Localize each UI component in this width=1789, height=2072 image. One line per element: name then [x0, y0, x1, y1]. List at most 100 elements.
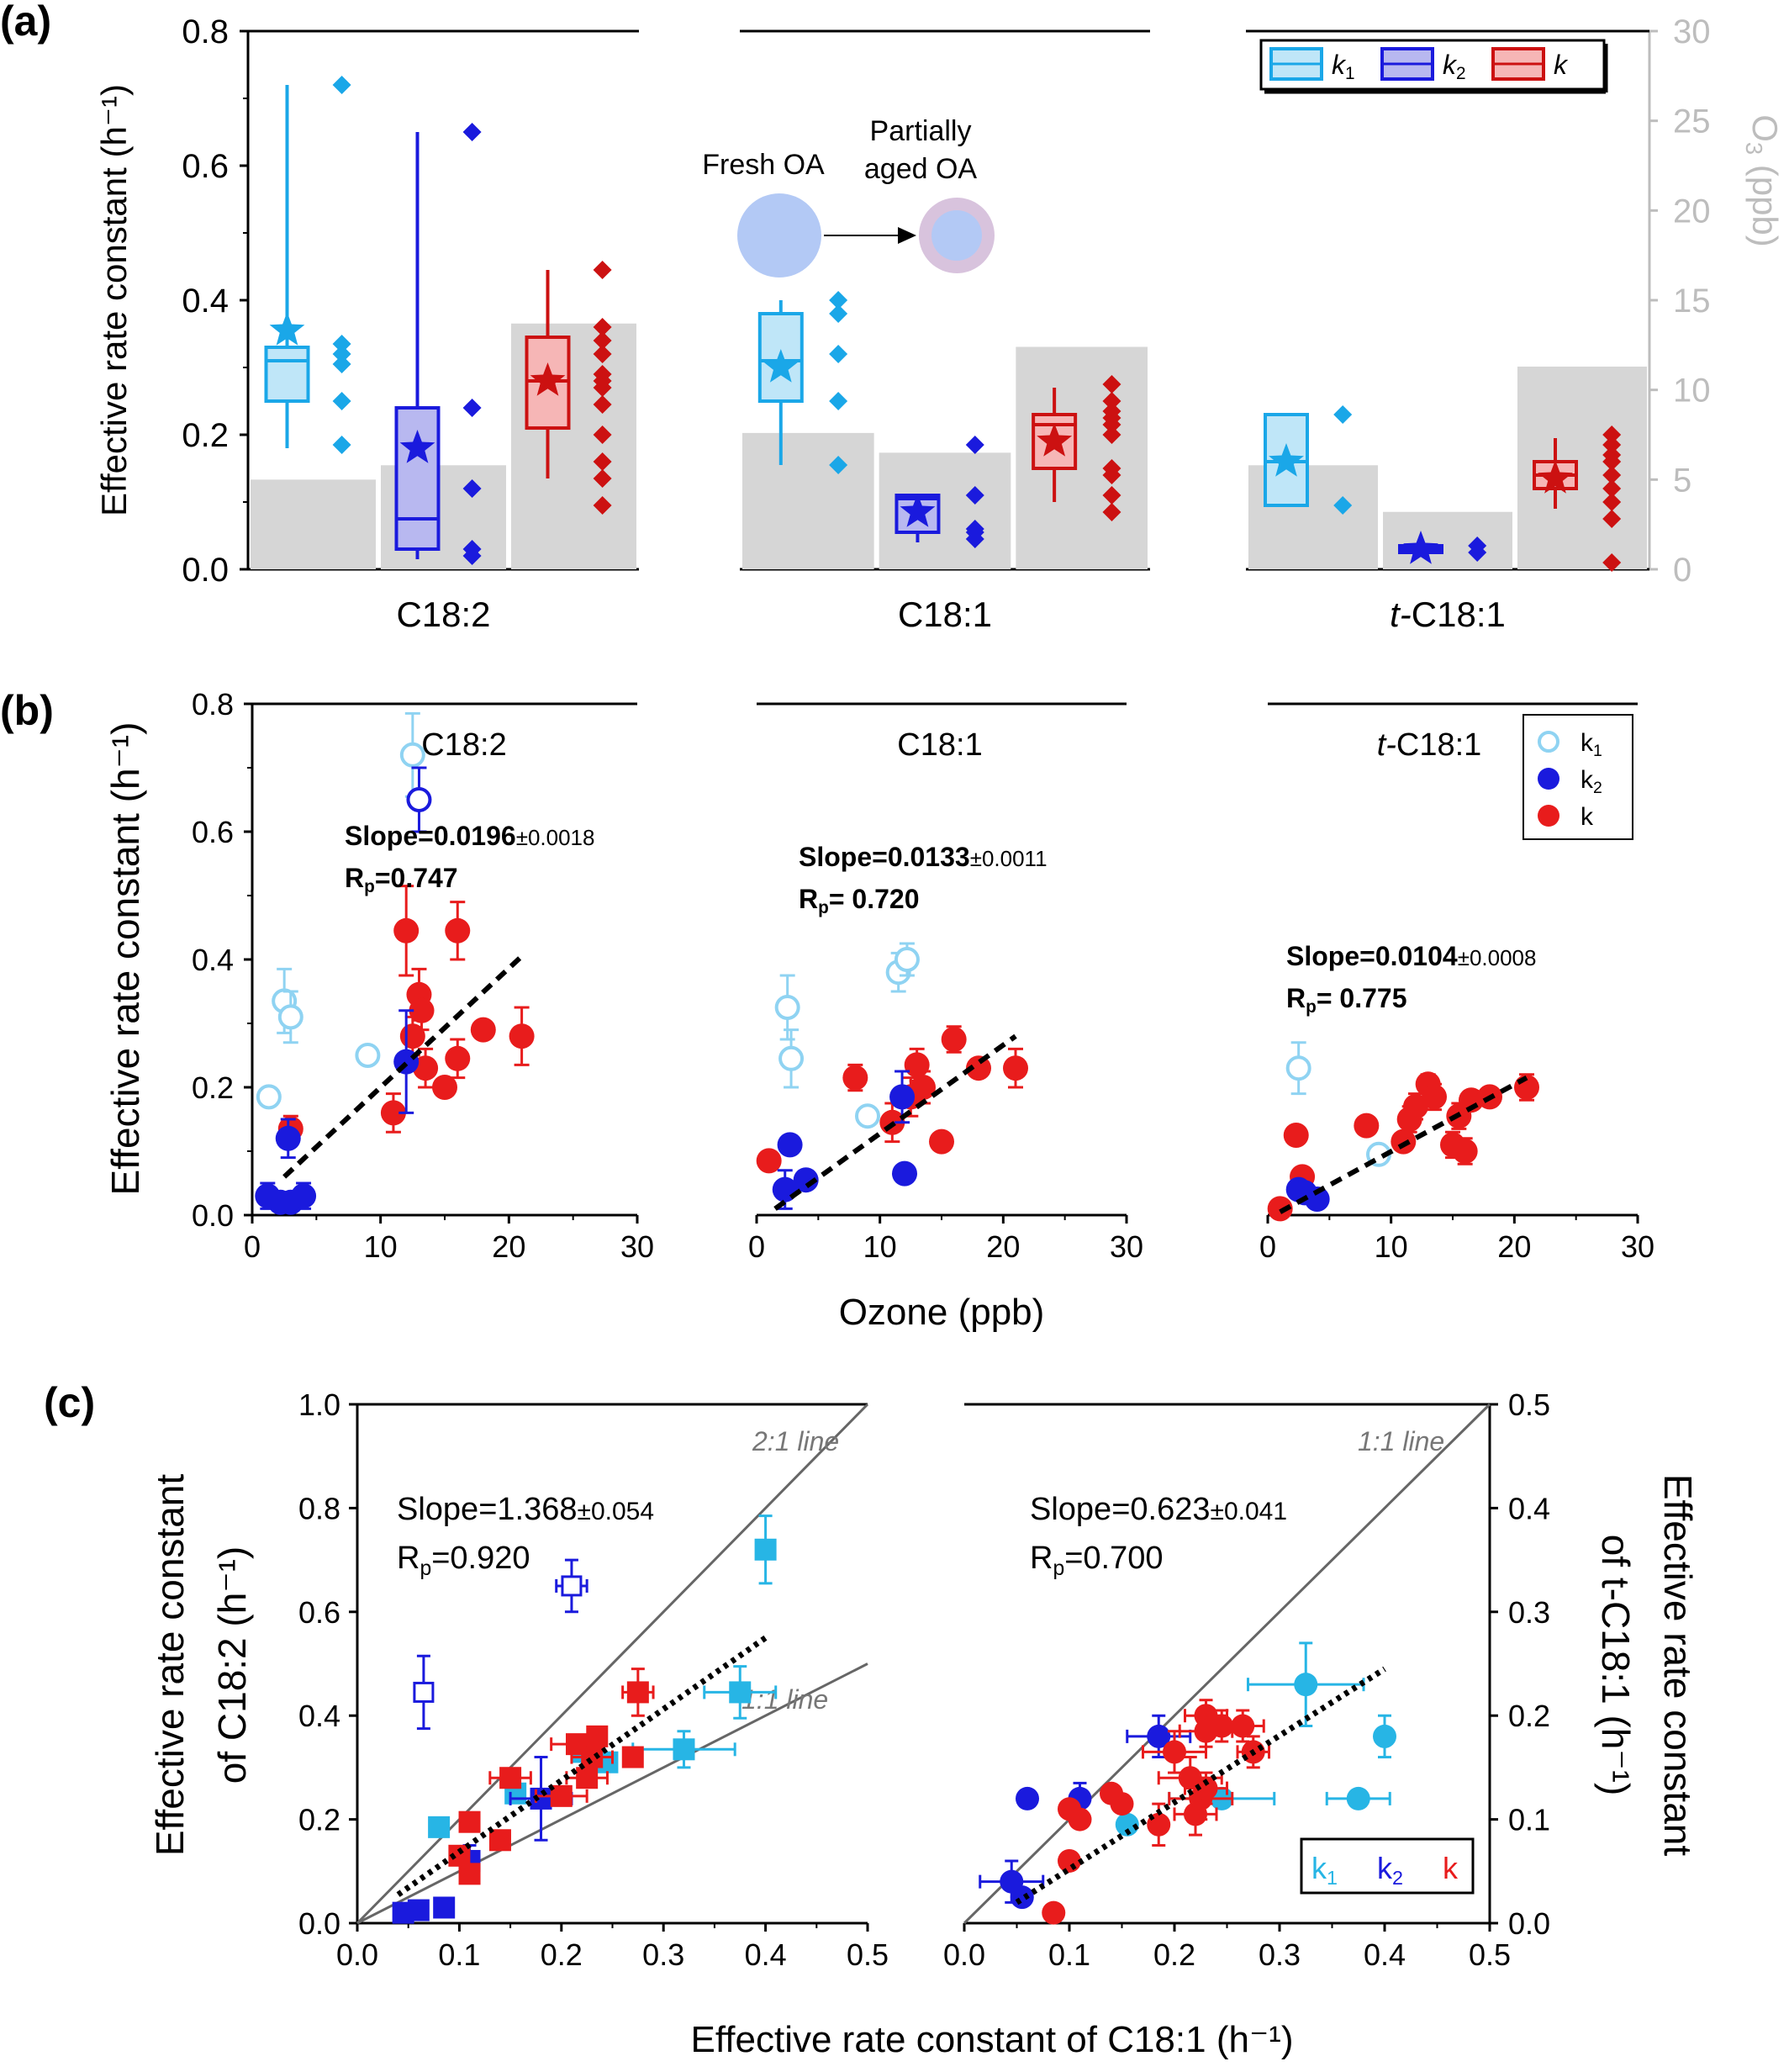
data-point-diamond	[332, 345, 351, 363]
x-tick-label: 0	[244, 1229, 261, 1264]
text-part: p	[420, 1557, 431, 1580]
text-part: Slope=	[345, 821, 434, 851]
arrow-head	[898, 227, 916, 244]
y-axis-title-line1: Effective rate constant	[148, 1474, 192, 1857]
point-k1	[256, 1084, 282, 1110]
point-k	[904, 1052, 930, 1078]
y-tick-label: 0.2	[192, 1070, 234, 1105]
data-point-diamond	[332, 355, 351, 373]
point-k	[910, 1075, 936, 1100]
x-tick-label: 0.3	[642, 1937, 684, 1972]
x-tick-label: 0.1	[1048, 1937, 1090, 1972]
text-part: 0.0196	[434, 821, 516, 851]
point-k	[1163, 1740, 1186, 1764]
point-k	[756, 1148, 782, 1174]
point-k2	[561, 1575, 583, 1597]
point-k	[1267, 1196, 1293, 1222]
text-part: C18:1	[1412, 595, 1506, 634]
x-tick-label: 0.2	[541, 1937, 583, 1972]
slope-annotation: Slope=1.368±0.054	[397, 1492, 654, 1527]
point-k1	[1346, 1786, 1370, 1810]
text-part: ±0.041	[1210, 1498, 1287, 1525]
inset-aged-label-2: aged OA	[864, 153, 978, 185]
data-point-diamond	[593, 378, 612, 397]
point-k	[1354, 1113, 1380, 1139]
y-tick-label: 0.3	[1508, 1595, 1550, 1630]
ozone-bar	[742, 432, 874, 569]
x-tick-label: 10	[364, 1229, 398, 1264]
text-part: t-	[1390, 595, 1412, 634]
y-tick-label: 0.2	[182, 417, 229, 454]
y2-tick-label: 30	[1673, 13, 1711, 50]
point-k1	[277, 1004, 303, 1030]
x-tick-label: 0.4	[745, 1937, 787, 1972]
subpanel-title: C18:2	[421, 727, 506, 763]
slope-annotation: Slope=0.623±0.041	[1030, 1492, 1287, 1527]
y-tick-label: 0.0	[192, 1198, 234, 1233]
y-tick-label: 0.0	[182, 552, 229, 589]
y-tick-label: 0.4	[298, 1699, 340, 1733]
group-label: t-C18:1	[1390, 595, 1506, 634]
point-k2	[275, 1125, 301, 1151]
point-k1	[754, 1538, 777, 1561]
text-part: k	[1443, 50, 1458, 80]
panel-c: 0.0 0.1 0.2 0.3 0.4 0.50.00.20.40.60.81.02:1 …	[148, 1388, 1700, 2060]
subpanel-c-1: 0.0 0.1 0.2 0.3 0.4 0.50.00.10.20.30.40.51:1 …	[943, 1388, 1700, 1972]
point-k2	[291, 1183, 317, 1209]
text-part: = 0.775	[1317, 983, 1407, 1013]
point-k	[1184, 1802, 1207, 1826]
fit-line	[282, 954, 524, 1179]
point-k	[380, 1100, 406, 1126]
point-k	[941, 1027, 967, 1052]
data-point-diamond	[1102, 486, 1121, 505]
panel-label-a: (a)	[0, 0, 51, 45]
data-point-diamond	[1102, 503, 1121, 521]
y-tick-label: 0.6	[192, 815, 234, 849]
y-tick-label: 1.0	[298, 1388, 340, 1422]
text-part: k	[1311, 1851, 1327, 1885]
text-part: ±0.0011	[970, 846, 1048, 871]
point-k1	[1115, 1812, 1139, 1837]
text-part: 2	[1392, 1867, 1403, 1889]
data-point-diamond	[1602, 436, 1622, 454]
box-k1	[757, 312, 804, 403]
mean-star	[1403, 531, 1438, 564]
r-annotation: Rp=0.747	[345, 863, 458, 896]
text-part: (ppb)	[1745, 155, 1785, 247]
point-k1	[1285, 1055, 1311, 1081]
text-part: p	[1306, 997, 1317, 1017]
text-part: p	[364, 877, 375, 896]
x-tick-label: 0.2	[1153, 1937, 1195, 1972]
data-point-diamond	[829, 291, 848, 309]
data-point-diamond	[593, 469, 612, 488]
data-point-diamond	[593, 318, 612, 336]
data-point-diamond	[1102, 375, 1121, 394]
text-part: k	[1581, 729, 1594, 757]
y2-tick-label: 20	[1673, 193, 1711, 230]
x-tick-label: 0.0	[336, 1937, 378, 1972]
point-k	[929, 1128, 954, 1155]
data-point-diamond	[462, 399, 482, 417]
fit-line	[1015, 1666, 1386, 1906]
mean-star	[1037, 423, 1073, 457]
legend-label-k1: k1	[1581, 729, 1602, 760]
point-k1	[729, 1681, 752, 1704]
data-point-diamond	[462, 123, 482, 141]
x-tick-label: 30	[1621, 1229, 1654, 1264]
legend-label-k2: k2	[1377, 1851, 1403, 1889]
point-k	[1058, 1848, 1081, 1873]
data-point-diamond	[332, 335, 351, 353]
data-point-diamond	[829, 345, 848, 363]
point-k2	[793, 1167, 819, 1193]
x-tick-label: 20	[986, 1229, 1020, 1264]
data-point-diamond	[332, 392, 351, 410]
subpanel-C18:2: 0 10 20 30 C18:2 Slope=0.0196±0.0018 Rp=0.747	[244, 702, 654, 1264]
slope-annotation: Slope=0.0196±0.0018	[345, 821, 594, 851]
legend-marker-k1	[1538, 731, 1559, 753]
subpanel-title: C18:1	[897, 727, 982, 763]
mean-star	[763, 349, 799, 383]
text-part: 2	[1456, 64, 1466, 83]
x-tick-label: 0	[1259, 1229, 1276, 1264]
x-tick-label: 20	[1497, 1229, 1531, 1264]
